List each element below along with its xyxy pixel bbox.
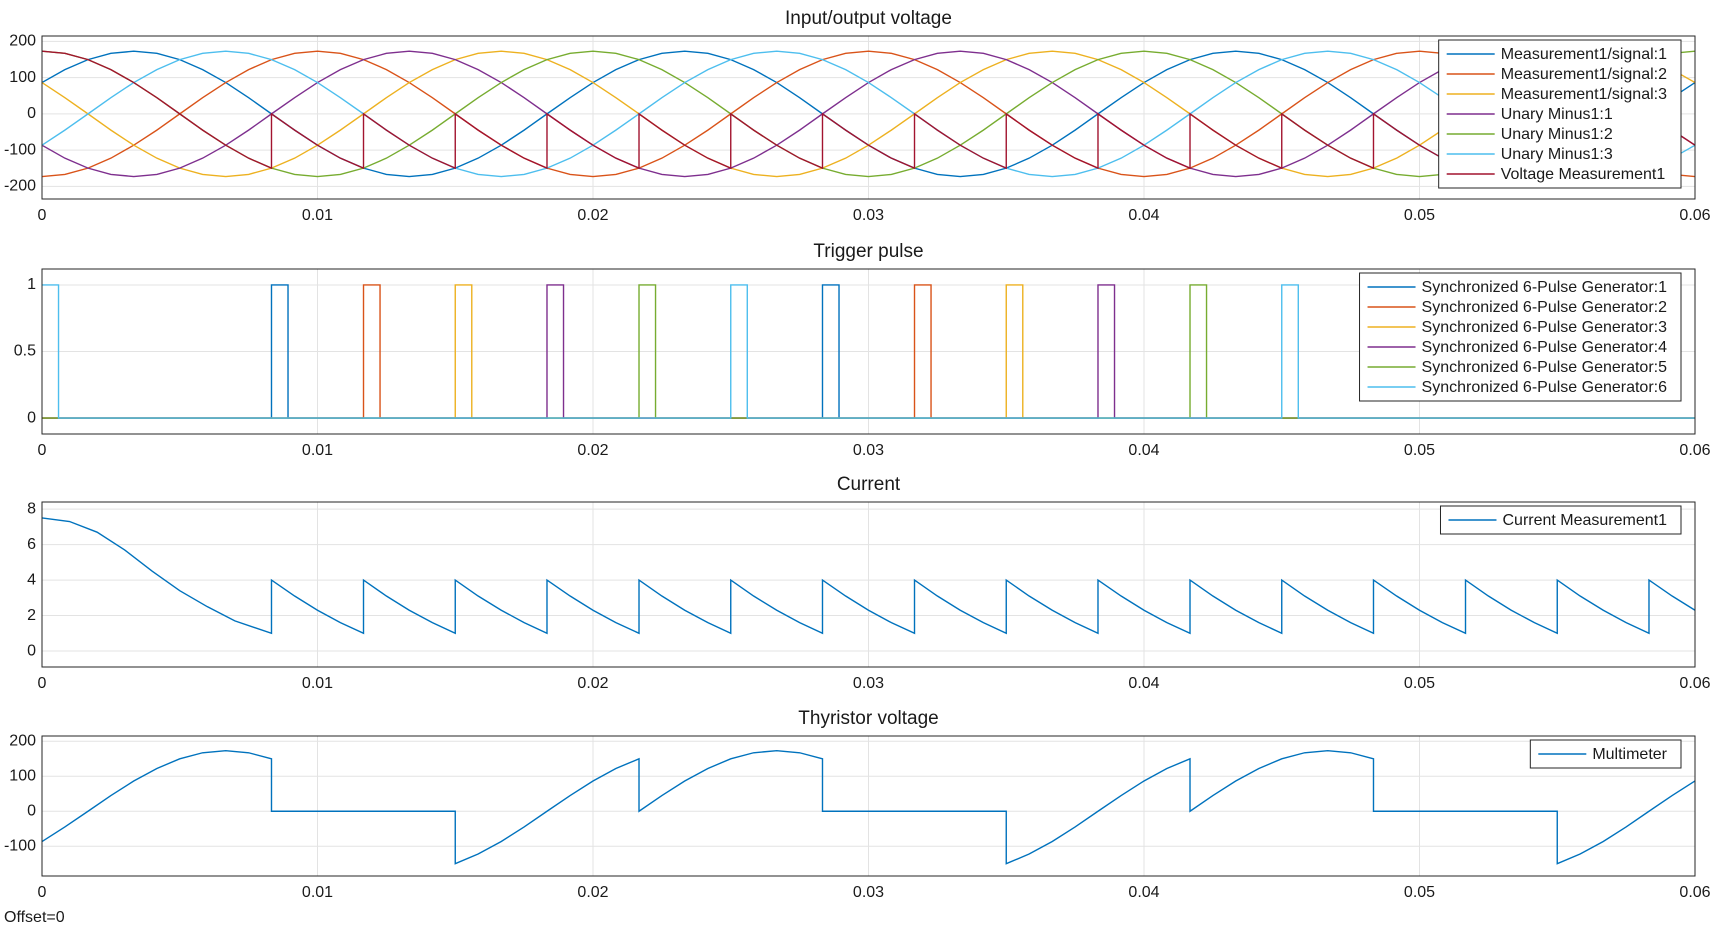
y-tick-label: 0 — [27, 409, 36, 426]
x-tick-label: 0.01 — [302, 675, 333, 692]
y-tick-label: 6 — [27, 536, 36, 553]
subplot: Current 0 0.01 0.02 0.03 0.04 0.05 0.06 0 2 4 6 8 Cur… — [27, 474, 1711, 692]
legend-box — [1529, 739, 1682, 769]
legend-label: Synchronized 6-Pulse Generator:4 — [1422, 339, 1668, 356]
x-tick-label: 0.06 — [1679, 884, 1710, 901]
x-tick-label: 0.06 — [1679, 207, 1710, 224]
x-tick-label: 0.04 — [1128, 207, 1159, 224]
series-line — [42, 284, 1695, 419]
x-tick-label: 0.02 — [577, 884, 608, 901]
x-tick-label: 0.04 — [1128, 442, 1159, 459]
legend-box — [1359, 272, 1682, 402]
subplot-title: Current — [837, 474, 901, 495]
subplot-title: Input/output voltage — [785, 8, 952, 29]
x-tick-label: 0.03 — [853, 442, 884, 459]
legend-label: Unary Minus1:2 — [1501, 126, 1613, 143]
series-line — [42, 50, 1695, 178]
legend-label: Synchronized 6-Pulse Generator:5 — [1422, 359, 1668, 376]
legend-label: Synchronized 6-Pulse Generator:1 — [1422, 279, 1668, 296]
x-tick-label: 0.06 — [1679, 675, 1710, 692]
x-tick-label: 0.03 — [853, 207, 884, 224]
subplot-title: Thyristor voltage — [798, 708, 938, 729]
legend-label: Unary Minus1:3 — [1501, 146, 1613, 163]
legend: Current Measurement1 — [1439, 505, 1682, 535]
y-tick-label: 0.5 — [14, 343, 36, 360]
y-tick-label: 0 — [27, 105, 36, 122]
subplot: Thyristor voltage 0 0.01 0.02 0.03 0.04 0.05 0.… — [4, 708, 1711, 901]
x-tick-label: 0.05 — [1404, 207, 1435, 224]
legend: Synchronized 6-Pulse Generator:1 Synchron… — [1359, 272, 1682, 402]
y-tick-label: 100 — [9, 767, 36, 784]
legend-label: Measurement1/signal:1 — [1501, 46, 1667, 63]
y-tick-label: 200 — [9, 33, 36, 50]
legend-label: Measurement1/signal:3 — [1501, 86, 1667, 103]
y-tick-label: 2 — [27, 607, 36, 624]
axes-box — [41, 35, 1696, 200]
x-tick-label: 0.05 — [1404, 884, 1435, 901]
x-tick-label: 0.01 — [302, 442, 333, 459]
subplot: Input/output voltage 0 0.01 0.02 0.03 0.04 0.0… — [4, 8, 1711, 224]
series-line — [42, 749, 1695, 865]
x-tick-label: 0.06 — [1679, 442, 1710, 459]
y-tick-label: 8 — [27, 500, 36, 517]
x-tick-label: 0.03 — [853, 884, 884, 901]
y-tick-label: -100 — [4, 141, 36, 158]
series-line — [42, 50, 1695, 178]
x-tick-label: 0 — [38, 884, 47, 901]
y-tick-label: -100 — [4, 837, 36, 854]
y-tick-label: -200 — [4, 178, 36, 195]
x-tick-label: 0.05 — [1404, 442, 1435, 459]
y-tick-label: 0 — [27, 802, 36, 819]
y-tick-label: 100 — [9, 69, 36, 86]
y-tick-label: 1 — [27, 276, 36, 293]
legend: Measurement1/signal:1 Measurement1/signal… — [1438, 39, 1682, 189]
x-tick-label: 0.02 — [577, 207, 608, 224]
series-line — [42, 517, 1695, 635]
legend: Multimeter — [1529, 739, 1682, 769]
legend-label: Measurement1/signal:2 — [1501, 66, 1667, 83]
subplot-title: Trigger pulse — [813, 241, 923, 262]
axes-box — [41, 268, 1696, 435]
legend-label: Unary Minus1:1 — [1501, 106, 1613, 123]
series-line — [42, 50, 1695, 170]
y-tick-label: 0 — [27, 642, 36, 659]
x-tick-label: 0.02 — [577, 675, 608, 692]
legend-label: Synchronized 6-Pulse Generator:2 — [1422, 299, 1668, 316]
x-tick-label: 0 — [38, 442, 47, 459]
legend-label: Multimeter — [1592, 746, 1667, 763]
x-tick-label: 0.03 — [853, 675, 884, 692]
legend-label: Synchronized 6-Pulse Generator:6 — [1422, 379, 1668, 396]
axes-box — [41, 501, 1696, 668]
offset-label: Offset=0 — [4, 909, 65, 926]
x-tick-label: 0.01 — [302, 207, 333, 224]
x-tick-label: 0.02 — [577, 442, 608, 459]
x-tick-label: 0 — [38, 675, 47, 692]
x-tick-label: 0.04 — [1128, 884, 1159, 901]
x-tick-label: 0 — [38, 207, 47, 224]
legend-label: Synchronized 6-Pulse Generator:3 — [1422, 319, 1668, 336]
y-tick-label: 200 — [9, 732, 36, 749]
x-tick-label: 0.04 — [1128, 675, 1159, 692]
axes-box — [41, 735, 1696, 877]
legend-label: Voltage Measurement1 — [1501, 166, 1666, 183]
x-tick-label: 0.01 — [302, 884, 333, 901]
x-tick-label: 0.05 — [1404, 675, 1435, 692]
subplot: Trigger pulse 0 0.01 0.02 0.03 0.04 0.05 0.06 0 0… — [14, 241, 1711, 459]
legend-label: Current Measurement1 — [1502, 512, 1667, 529]
series-line — [42, 50, 1695, 178]
y-tick-label: 4 — [27, 571, 36, 588]
